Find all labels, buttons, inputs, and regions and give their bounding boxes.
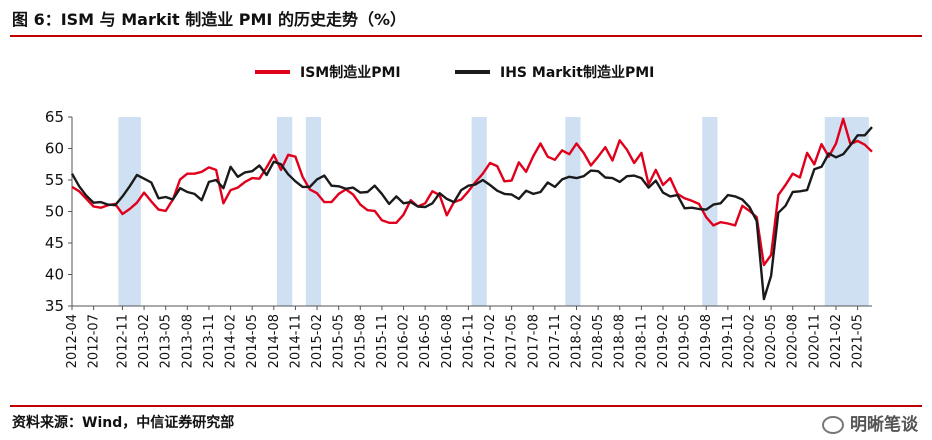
y-tick-label: 45: [45, 234, 64, 252]
x-tick-label: 2018-05: [591, 314, 606, 368]
source-note: 资料来源：Wind，中信证券研究部: [12, 415, 235, 431]
x-tick-label: 2014-11: [288, 314, 303, 368]
x-tick-label: 2013-05: [159, 314, 174, 368]
shaded-periods: [118, 117, 869, 306]
x-tick-label: 2017-11: [548, 314, 563, 368]
x-tick-label: 2020-11: [807, 314, 822, 368]
legend: ISM制造业PMI IHS Markit制造业PMI: [255, 64, 654, 81]
title-divider: [10, 35, 922, 37]
x-tick-label: 2012-04: [65, 314, 80, 368]
x-tick-label: 2016-05: [418, 314, 433, 368]
wechat-icon: [822, 416, 844, 434]
x-tick-label: 2013-02: [137, 314, 152, 368]
watermark-text: 明晰笔谈: [850, 415, 918, 435]
x-tick-label: 2012-07: [87, 314, 102, 368]
x-tick-label: 2019-05: [678, 314, 693, 368]
y-tick-label: 65: [45, 108, 64, 126]
x-tick-label: 2020-05: [764, 314, 779, 368]
y-tick-label: 35: [45, 297, 64, 315]
x-tick-label: 2021-02: [829, 314, 844, 368]
x-tick-label: 2015-08: [353, 314, 368, 368]
series-line-ism: [71, 117, 873, 267]
x-axis: 2012-04 2012-07 2012-11 2013-02 2013-05 2013-…: [65, 305, 872, 368]
x-tick-label: 2015-05: [332, 314, 347, 368]
x-tick-label: 2019-08: [699, 314, 714, 368]
x-tick-label: 2020-02: [742, 314, 757, 368]
shaded-period-band: [471, 117, 487, 306]
shaded-period-band: [702, 117, 718, 306]
series-line-markit: [70, 126, 873, 301]
shaded-period-band: [565, 117, 581, 306]
x-tick-label: 2013-08: [180, 314, 195, 368]
x-tick-label: 2015-02: [310, 314, 325, 368]
shaded-period-band: [305, 117, 322, 306]
x-tick-label: 2016-08: [440, 314, 455, 368]
y-tick-label: 50: [45, 203, 64, 221]
watermark: 明晰笔谈: [822, 410, 918, 435]
x-tick-label: 2014-05: [245, 314, 260, 368]
x-tick-label: 2017-05: [505, 314, 520, 368]
series-lines: [70, 117, 873, 301]
footer-divider: [10, 405, 922, 407]
x-tick-label: 2013-11: [202, 314, 217, 368]
chart-title: 图 6：ISM 与 Markit 制造业 PMI 的历史走势（%）: [12, 10, 406, 29]
shaded-period-band: [118, 117, 141, 306]
x-tick-label: 2018-11: [634, 314, 649, 368]
y-tick-label: 55: [45, 171, 64, 189]
shaded-period-band: [277, 117, 293, 306]
x-tick-label: 2017-08: [526, 314, 541, 368]
legend-label-ism: ISM制造业PMI: [300, 64, 401, 81]
shaded-period-band: [824, 117, 869, 306]
y-tick-label: 40: [45, 266, 64, 284]
y-axis: 35 40 45 50 55 60 65: [45, 108, 73, 315]
x-tick-label: 2020-08: [786, 314, 801, 368]
x-tick-label: 2016-11: [461, 314, 476, 368]
x-tick-label: 2016-02: [397, 314, 412, 368]
x-tick-label: 2019-11: [721, 314, 736, 368]
x-tick-label: 2018-08: [613, 314, 628, 368]
x-tick-label: 2012-11: [115, 314, 130, 368]
x-tick-label: 2015-11: [375, 314, 390, 368]
x-tick-label: 2014-02: [224, 314, 239, 368]
line-chart: ISM制造业PMI IHS Markit制造业PMI 35 40 45 50 55 60 6…: [45, 64, 873, 368]
legend-label-markit: IHS Markit制造业PMI: [500, 64, 654, 81]
x-tick-label: 2018-02: [570, 314, 585, 368]
x-tick-label: 2017-02: [483, 314, 498, 368]
x-tick-label: 2019-02: [656, 314, 671, 368]
x-tick-label: 2021-05: [851, 314, 866, 368]
y-tick-label: 60: [45, 140, 64, 158]
x-tick-label: 2014-08: [267, 314, 282, 368]
